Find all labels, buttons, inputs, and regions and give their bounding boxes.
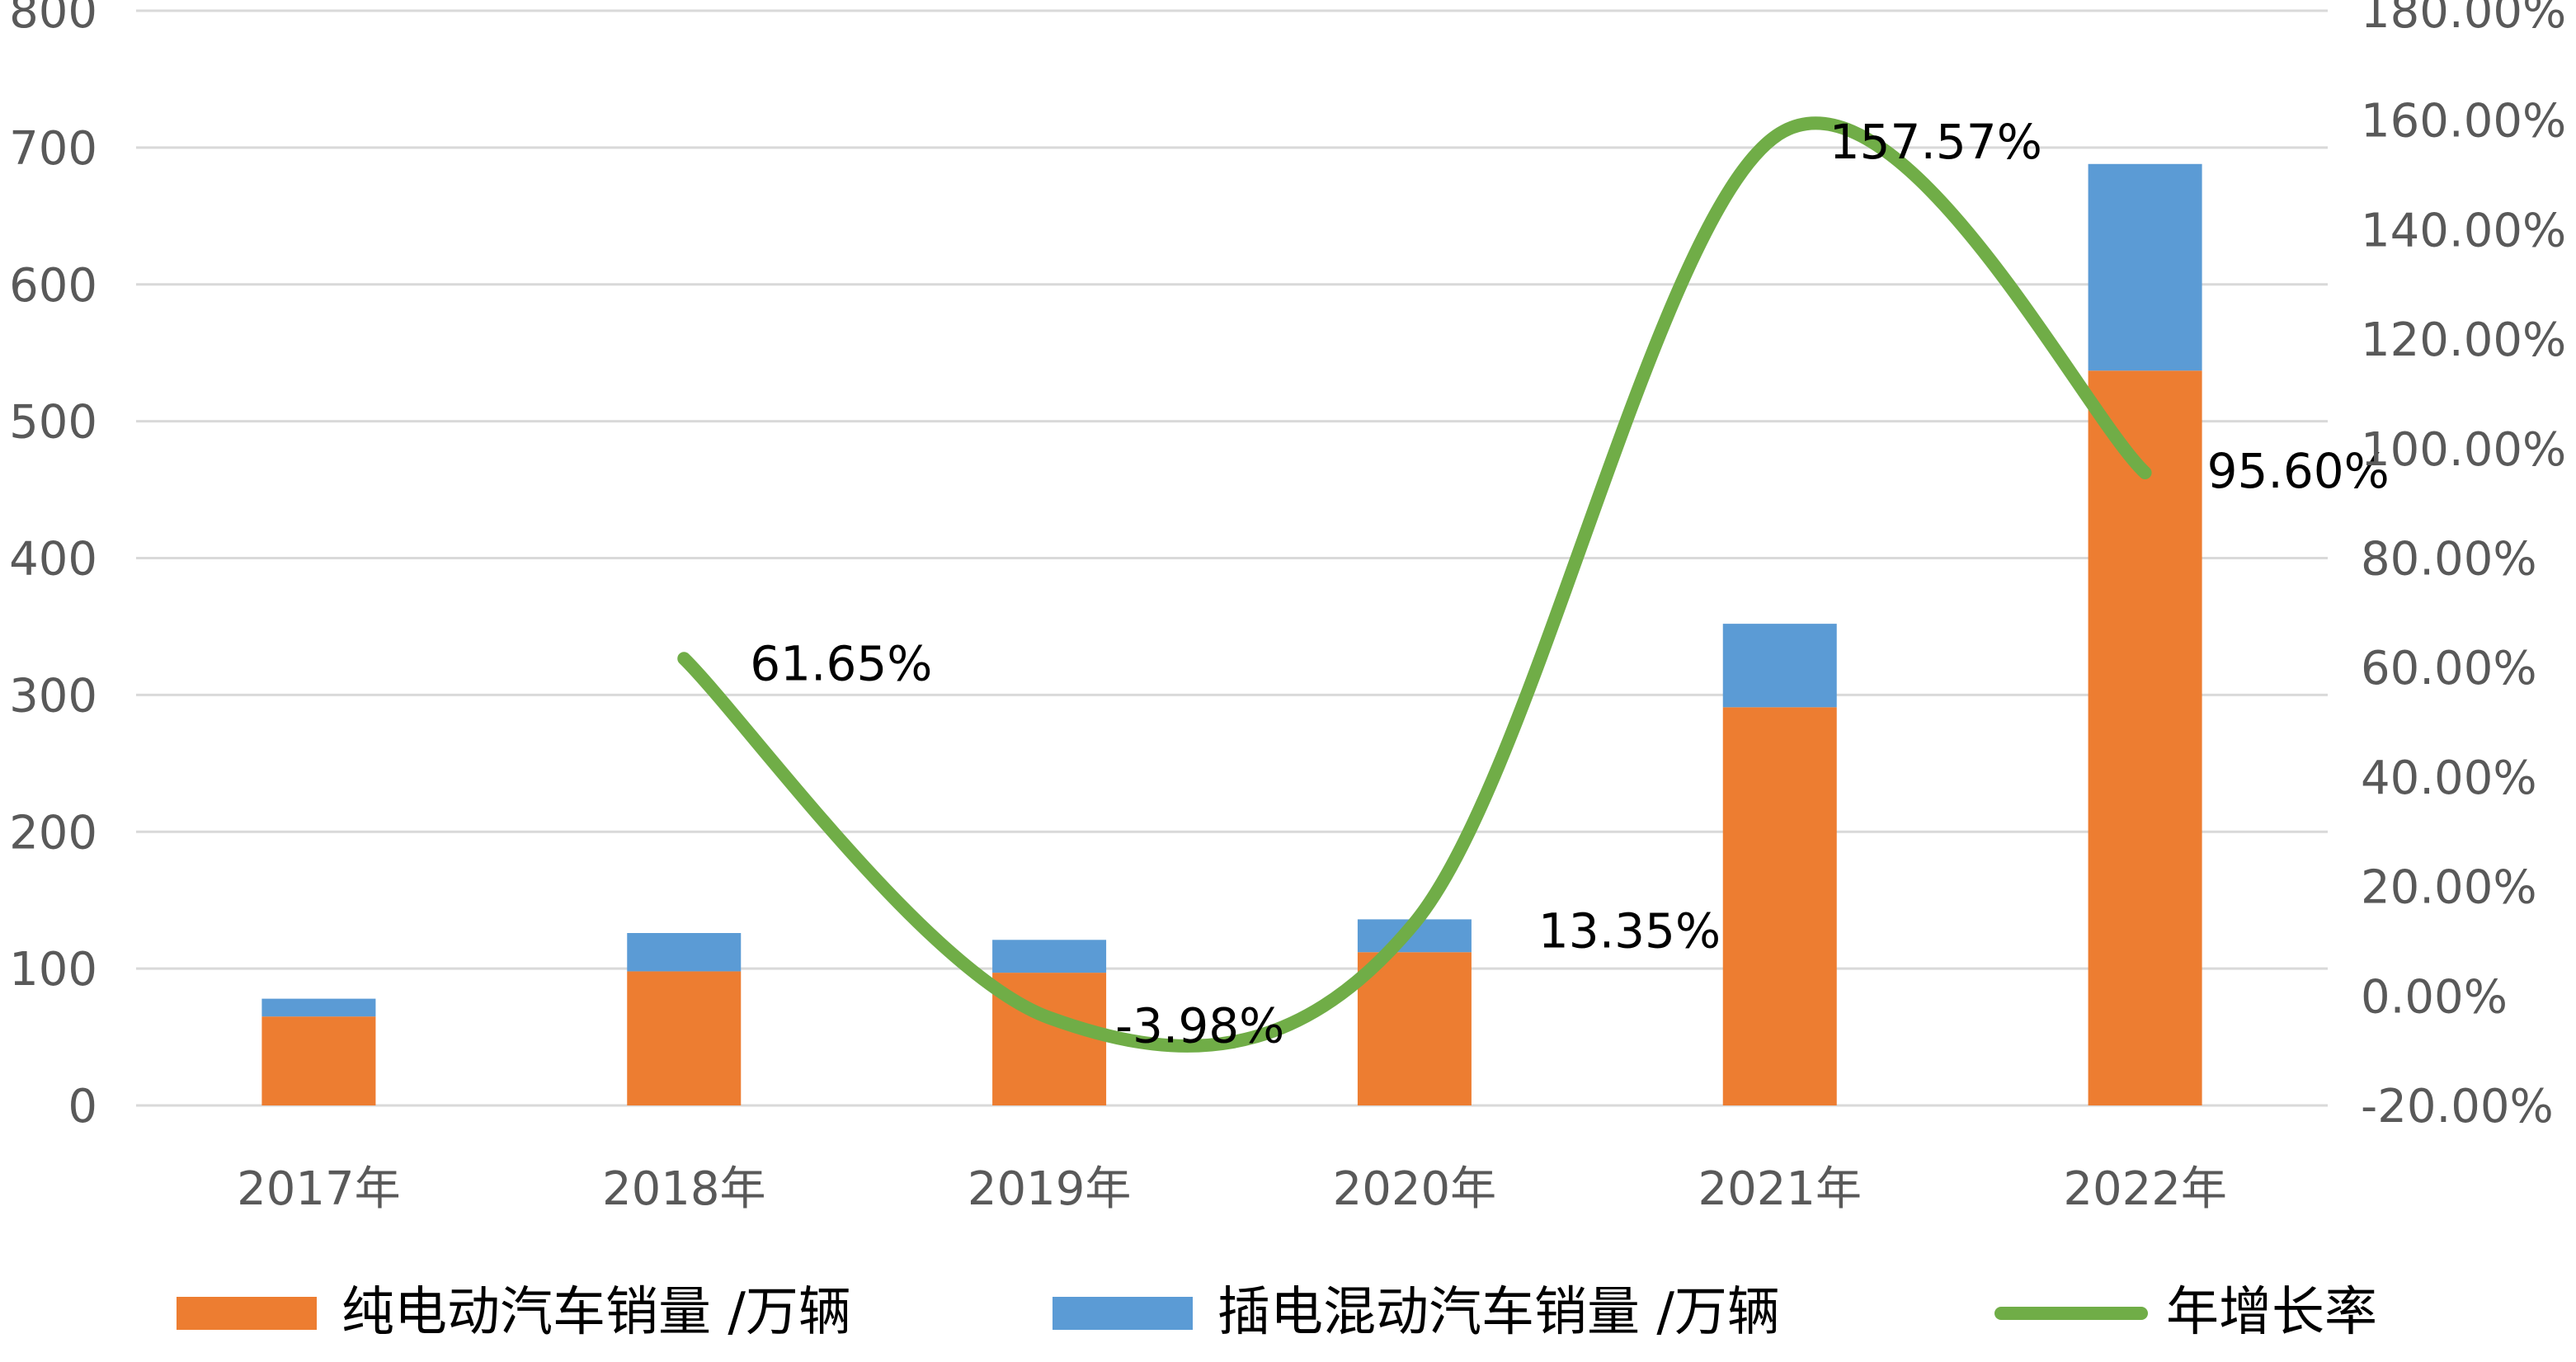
- growth-data-label: 95.60%: [2207, 443, 2390, 499]
- y-right-tick-label: 80.00%: [2361, 533, 2537, 587]
- y-right-tick-label: 40.00%: [2361, 752, 2537, 805]
- bar-phev: [627, 932, 742, 972]
- y-left-tick-label: 500: [9, 396, 97, 450]
- y-left-tick-label: 0: [68, 1080, 97, 1133]
- growth-line: [677, 116, 2152, 1053]
- growth-data-label: 13.35%: [1538, 903, 1721, 959]
- x-tick-label: 2022年: [2063, 1162, 2227, 1216]
- y-right-tick-label: 60.00%: [2361, 642, 2537, 695]
- x-tick-label: 2021年: [1698, 1162, 1862, 1216]
- y-right-tick-label: 0.00%: [2361, 970, 2508, 1024]
- y-right-tick-label: 160.00%: [2361, 95, 2566, 148]
- y-left-tick-label: 300: [9, 669, 97, 723]
- bar-bev: [1722, 707, 1837, 1105]
- bar-phev: [1722, 624, 1837, 708]
- x-tick-label: 2017年: [237, 1162, 401, 1216]
- x-tick-label: 2019年: [968, 1162, 1132, 1216]
- growth-data-label: 157.57%: [1830, 114, 2042, 170]
- axes: 0 100 200 300 400 500 600 700 800 -20.00% 0.00% 20.…: [9, 0, 2566, 1216]
- legend-label: 年增长率: [2166, 1282, 2377, 1343]
- growth-data-label: -3.98%: [1115, 998, 1284, 1054]
- bar-bev: [2088, 370, 2202, 1106]
- data-labels: 61.65% -3.98% 13.35% 157.57% 95.60%: [750, 114, 2389, 1054]
- growth-data-label: 61.65%: [750, 635, 932, 691]
- y-right-tick-label: 140.00%: [2361, 204, 2566, 257]
- x-tick-label: 2018年: [602, 1162, 766, 1216]
- legend-label: 插电混动汽车销量 /万辆: [1217, 1282, 1780, 1343]
- y-left-tick-label: 700: [9, 122, 97, 176]
- y-right-tick-label: -20.00%: [2361, 1080, 2554, 1133]
- bar-phev: [2088, 163, 2202, 371]
- bar-bev: [261, 1016, 376, 1105]
- y-left-tick-label: 200: [9, 806, 97, 860]
- bar-bev: [627, 971, 742, 1105]
- legend: 纯电动汽车销量 /万辆 插电混动汽车销量 /万辆 年增长率: [177, 1282, 2377, 1343]
- y-left-tick-label: 800: [9, 0, 97, 39]
- gridlines: [136, 9, 2328, 1107]
- y-right-tick-label: 100.00%: [2361, 423, 2566, 477]
- x-tick-label: 2020年: [1333, 1162, 1497, 1216]
- growth-rate-line: [677, 116, 2152, 1053]
- y-left-tick-label: 100: [9, 943, 97, 997]
- y-left-tick-label: 400: [9, 533, 97, 587]
- bar-phev: [992, 940, 1107, 973]
- legend-swatch-bev: [177, 1297, 317, 1330]
- bars: [261, 163, 2202, 1106]
- y-right-tick-label: 20.00%: [2361, 861, 2537, 915]
- y-right-tick-label: 120.00%: [2361, 313, 2566, 367]
- bar-bev: [1357, 952, 1472, 1105]
- legend-label: 纯电动汽车销量 /万辆: [341, 1282, 851, 1343]
- bar-phev: [261, 998, 376, 1017]
- legend-swatch-phev: [1053, 1297, 1193, 1330]
- y-right-tick-label: 180.00%: [2361, 0, 2566, 39]
- y-left-tick-label: 600: [9, 259, 97, 313]
